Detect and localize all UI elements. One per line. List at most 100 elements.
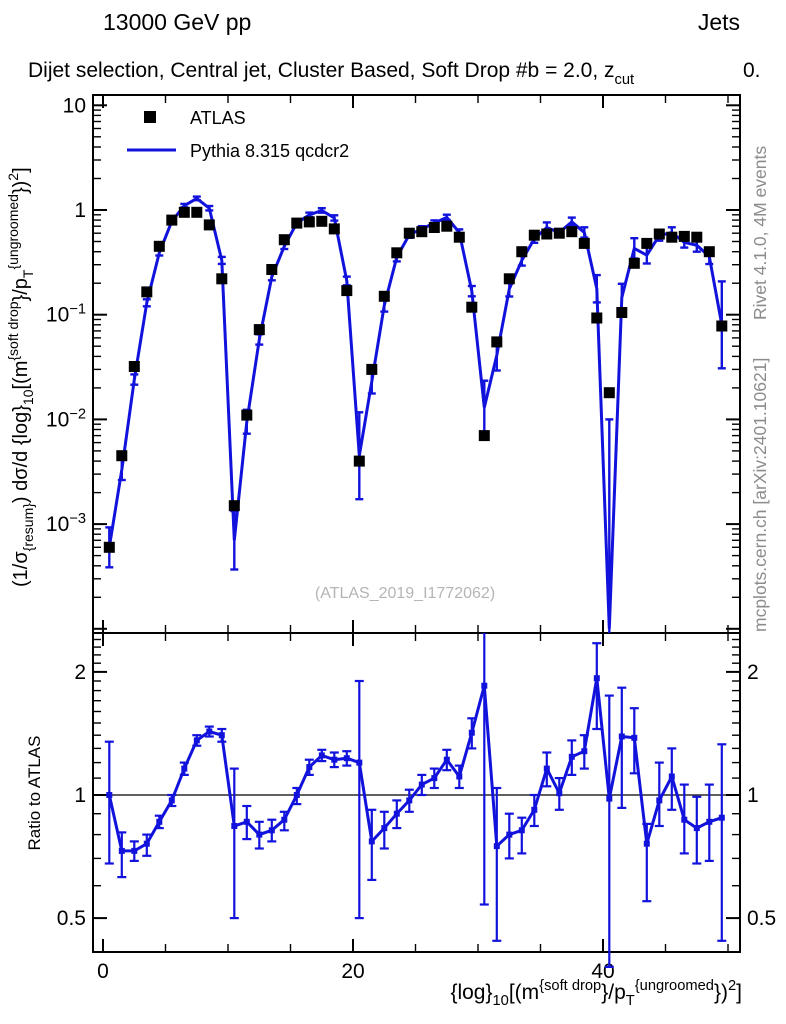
ratio-data-point — [343, 755, 350, 762]
ratio-data-point — [493, 843, 500, 850]
ratio-panel-frame — [92, 632, 741, 953]
ratio-points — [106, 675, 725, 854]
beam-energy-label: 13000 GeV pp — [103, 9, 251, 35]
ratio-data-point — [556, 790, 563, 797]
atlas-data-point — [478, 430, 490, 442]
atlas-data-point — [153, 240, 165, 252]
ratio-axis-label: Ratio to ATLAS — [25, 736, 44, 851]
ratio-data-point — [381, 825, 388, 832]
axis-ticks — [93, 95, 740, 952]
atlas-data-point — [191, 206, 203, 218]
plot-title-tail: 0. — [743, 59, 761, 82]
ratio-data-point — [393, 810, 400, 817]
legend-atlas-label: ATLAS — [190, 108, 246, 128]
ratio-clipped — [104, 633, 727, 969]
atlas-data-point — [516, 246, 528, 258]
mcplots-arxiv-note: mcplots.cern.ch [arXiv:2401.10621] — [750, 358, 770, 632]
ratio-data-point — [181, 765, 188, 772]
atlas-data-point — [628, 257, 640, 269]
ratio-data-point — [456, 773, 463, 780]
ratio-data-point — [318, 752, 325, 759]
ratio-data-point — [356, 759, 363, 766]
atlas-data-point — [566, 226, 578, 238]
ratio-data-point — [593, 675, 600, 682]
atlas-data-point — [366, 363, 378, 375]
atlas-data-point — [466, 301, 478, 313]
legend: ATLAS Pythia 8.315 qcdcr2 — [127, 108, 349, 161]
atlas-data-point — [453, 231, 465, 243]
ratio-data-point — [306, 764, 313, 771]
ratio-data-point — [418, 781, 425, 788]
ratio-data-point — [681, 816, 688, 823]
ratio-tick-label-right: 1 — [747, 784, 759, 807]
ratio-data-point — [706, 818, 713, 825]
atlas-data-point — [316, 215, 328, 227]
ratio-data-point — [543, 765, 550, 772]
atlas-data-point — [166, 214, 178, 226]
ratio-data-point — [406, 797, 413, 804]
atlas-data-point — [641, 237, 653, 249]
ratio-data-point — [568, 753, 575, 760]
atlas-data-point — [353, 455, 365, 467]
ratio-data-point — [106, 792, 113, 798]
ratio-data-point — [468, 729, 475, 736]
atlas-data-point — [141, 286, 153, 298]
atlas-data-point — [341, 285, 353, 297]
atlas-data-point — [503, 273, 515, 285]
main-panel-series — [103, 195, 728, 633]
ratio-data-point — [518, 827, 525, 834]
ratio-data-point — [718, 814, 725, 821]
x-tick-label: 0 — [97, 960, 109, 983]
ratio-data-point — [243, 818, 250, 825]
atlas-data-point — [403, 227, 415, 239]
atlas-data-point — [616, 307, 628, 318]
ratio-data-point — [481, 682, 488, 689]
ratio-data-point — [656, 797, 663, 804]
atlas-data-point — [266, 264, 278, 275]
atlas-data-point — [128, 361, 140, 372]
atlas-data-point — [228, 500, 240, 512]
atlas-data-point — [378, 290, 390, 302]
atlas-data-point — [703, 246, 715, 258]
atlas-data-point — [391, 247, 403, 259]
ratio-data-point — [206, 728, 213, 735]
ratio-data-point — [131, 847, 138, 854]
ratio-data-point — [268, 827, 275, 834]
ratio-data-point — [631, 734, 638, 741]
plot-title: Dijet selection, Central jet, Cluster Ba… — [28, 59, 634, 88]
ratio-data-point — [281, 816, 288, 823]
y-main-tick-label: 10−3 — [46, 511, 86, 536]
ratio-data-point — [606, 795, 613, 802]
atlas-data-point — [203, 219, 215, 231]
atlas-data-point — [291, 217, 303, 229]
ratio-data-point — [218, 732, 225, 739]
atlas-data-point — [416, 226, 428, 238]
atlas-data-point — [578, 237, 590, 249]
atlas-data-point — [591, 312, 603, 324]
ratio-data-point — [331, 756, 338, 763]
atlas-data-point — [278, 234, 290, 246]
atlas-data-point — [678, 230, 690, 242]
y-main-tick-label: 10−2 — [46, 406, 86, 431]
atlas-points — [103, 206, 728, 553]
atlas-data-point — [116, 450, 128, 462]
process-label: Jets — [698, 9, 740, 35]
ratio-data-point — [506, 831, 513, 838]
ratio-panel-series — [104, 633, 727, 969]
atlas-data-point — [103, 541, 115, 553]
y-main-tick-label: 10 — [63, 94, 86, 117]
ratio-data-point — [643, 840, 650, 847]
ratio-data-point — [118, 847, 125, 854]
atlas-data-point — [216, 273, 228, 285]
rivet-version-note: Rivet 4.1.0, 4M events — [750, 146, 770, 320]
ratio-data-point — [431, 775, 438, 782]
y-main-tick-label: 10−1 — [46, 302, 86, 327]
ratio-data-point — [231, 823, 238, 829]
atlas-data-point — [603, 387, 615, 399]
atlas-data-point — [303, 216, 315, 228]
ratio-data-point — [581, 748, 588, 755]
atlas-data-point — [253, 324, 265, 336]
ratio-data-point — [618, 733, 625, 740]
ratio-data-point — [531, 806, 538, 813]
